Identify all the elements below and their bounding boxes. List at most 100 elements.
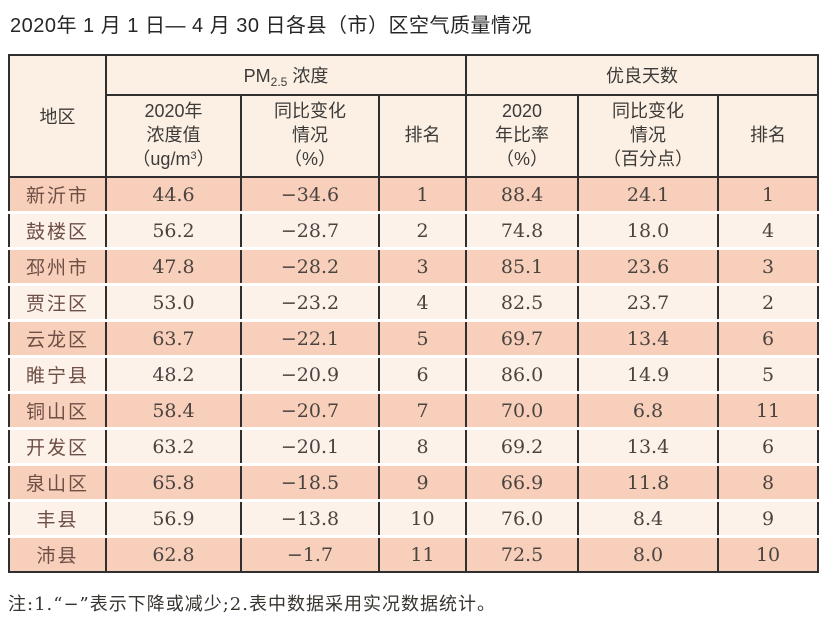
pm-label: PM — [243, 65, 271, 86]
air-quality-table: 地区 PM2.5 浓度 优良天数 2020年 浓度值 （ug/m3） 同比变化 … — [8, 54, 820, 573]
header-pm-change: 同比变化 情况 （%） — [240, 95, 379, 178]
header-pm-value-line2: 浓度值 — [146, 125, 201, 146]
header-pm-rank: 排名 — [377, 95, 467, 178]
cell-pm-change: −20.1 — [240, 427, 379, 465]
cell-pm-rank: 7 — [377, 391, 467, 429]
cell-days-change: 23.6 — [577, 247, 719, 285]
cell-pm-rank: 1 — [377, 177, 467, 213]
table-row: 丰县 56.9 −13.8 10 76.0 8.4 9 — [8, 499, 819, 537]
cell-days-rate: 88.4 — [465, 177, 579, 213]
cell-pm-value: 48.2 — [105, 355, 241, 393]
header-days-change-line3: （百分点） — [603, 148, 694, 169]
cell-days-rank: 5 — [717, 355, 819, 393]
cell-pm-change: −34.6 — [240, 177, 379, 213]
header-pm-change-line1: 同比变化 — [274, 101, 346, 122]
cell-pm-rank: 4 — [377, 283, 467, 321]
cell-days-change: 24.1 — [577, 177, 719, 213]
cell-region: 云龙区 — [8, 319, 106, 357]
cell-pm-value: 65.8 — [105, 463, 241, 501]
header-pm-value: 2020年 浓度值 （ug/m3） — [105, 95, 241, 178]
cell-region: 开发区 — [8, 427, 106, 465]
cell-region: 丰县 — [8, 499, 106, 537]
cell-pm-change: −22.1 — [240, 319, 379, 357]
cell-days-change: 23.7 — [577, 283, 719, 321]
cell-region: 泉山区 — [8, 463, 106, 501]
cell-pm-change: −28.7 — [240, 211, 379, 249]
header-sub-row: 2020年 浓度值 （ug/m3） 同比变化 情况 （%） 排名 2020 年比… — [9, 95, 819, 178]
cell-pm-value: 63.2 — [105, 427, 241, 465]
cell-days-rank: 8 — [717, 463, 819, 501]
cell-pm-value: 63.7 — [105, 319, 241, 357]
cell-pm-value: 62.8 — [105, 535, 241, 572]
table-row: 沛县 62.8 −1.7 11 72.5 8.0 10 — [8, 535, 819, 572]
table-body: 新沂市 44.6 −34.6 1 88.4 24.1 1 鼓楼区 56.2 −2… — [8, 177, 819, 572]
cell-days-rate: 69.2 — [465, 427, 579, 465]
table-row: 贾汪区 53.0 −23.2 4 82.5 23.7 2 — [8, 283, 819, 321]
header-days-rate-line3: （%） — [496, 148, 549, 169]
table-row: 开发区 63.2 −20.1 8 69.2 13.4 6 — [8, 427, 819, 465]
cell-pm-value: 56.2 — [105, 211, 241, 249]
cell-pm-change: −13.8 — [240, 499, 379, 537]
pm-subscript: 2.5 — [270, 74, 288, 89]
cell-region: 铜山区 — [8, 391, 106, 429]
unit-text-close: ） — [196, 148, 215, 169]
cell-days-rate: 76.0 — [465, 499, 579, 537]
header-region: 地区 — [8, 55, 106, 178]
cell-region: 贾汪区 — [8, 283, 106, 321]
cell-pm-change: −20.7 — [240, 391, 379, 429]
cell-pm-rank: 10 — [377, 499, 467, 537]
cell-region: 鼓楼区 — [8, 211, 106, 249]
cell-pm-rank: 8 — [377, 427, 467, 465]
cell-pm-rank: 5 — [377, 319, 467, 357]
header-days-rank: 排名 — [717, 95, 819, 178]
cell-days-change: 13.4 — [577, 427, 719, 465]
cell-pm-value: 53.0 — [105, 283, 241, 321]
cell-days-rate: 72.5 — [465, 535, 579, 572]
cell-days-rate: 70.0 — [465, 391, 579, 429]
cell-days-rank: 2 — [717, 283, 819, 321]
unit-text: （ug/m — [132, 148, 191, 169]
cell-days-change: 11.8 — [577, 463, 719, 501]
unit-superscript: 3 — [190, 149, 197, 162]
page-title: 2020年 1 月 1 日— 4 月 30 日各县（市）区空气质量情况 — [10, 15, 533, 37]
footnote: 注:1.“−”表示下降或减少;2.表中数据采用实况数据统计。 — [8, 594, 496, 615]
cell-days-change: 14.9 — [577, 355, 719, 393]
cell-pm-rank: 11 — [377, 535, 467, 572]
header-group-row: 地区 PM2.5 浓度 优良天数 — [8, 55, 819, 178]
cell-days-rank: 9 — [717, 499, 819, 537]
cell-days-change: 13.4 — [577, 319, 719, 357]
cell-days-rate: 86.0 — [465, 355, 579, 393]
cell-pm-rank: 3 — [377, 247, 467, 285]
header-days-group: 优良天数 — [465, 55, 819, 96]
table-header: 地区 PM2.5 浓度 优良天数 2020年 浓度值 （ug/m3） 同比变化 … — [8, 55, 819, 178]
cell-pm-change: −28.2 — [240, 247, 379, 285]
cell-days-change: 8.4 — [577, 499, 719, 537]
cell-days-rate: 85.1 — [465, 247, 579, 285]
cell-pm-value: 47.8 — [105, 247, 241, 285]
cell-pm-change: −1.7 — [240, 535, 379, 572]
header-days-rate: 2020 年比率 （%） — [465, 95, 579, 178]
cell-pm-change: −20.9 — [240, 355, 379, 393]
cell-pm-value: 58.4 — [105, 391, 241, 429]
cell-days-rate: 74.8 — [465, 211, 579, 249]
table-row: 泉山区 65.8 −18.5 9 66.9 11.8 8 — [8, 463, 819, 501]
cell-days-change: 18.0 — [577, 211, 719, 249]
cell-pm-rank: 6 — [377, 355, 467, 393]
cell-pm-rank: 2 — [377, 211, 467, 249]
table-row: 邳州市 47.8 −28.2 3 85.1 23.6 3 — [8, 247, 819, 285]
cell-pm-change: −23.2 — [240, 283, 379, 321]
cell-days-rank: 10 — [717, 535, 819, 572]
table-row: 新沂市 44.6 −34.6 1 88.4 24.1 1 — [8, 177, 819, 213]
cell-days-rank: 4 — [717, 211, 819, 249]
cell-pm-change: −18.5 — [240, 463, 379, 501]
cell-days-rank: 1 — [717, 177, 819, 213]
header-days-rate-line1: 2020 — [502, 101, 543, 122]
header-days-change: 同比变化 情况 （百分点） — [577, 95, 719, 178]
cell-days-rate: 69.7 — [465, 319, 579, 357]
cell-days-change: 8.0 — [577, 535, 719, 572]
header-pm-change-line3: （%） — [283, 148, 336, 169]
cell-region: 新沂市 — [8, 177, 106, 213]
cell-region: 邳州市 — [8, 247, 106, 285]
cell-region: 睢宁县 — [8, 355, 106, 393]
